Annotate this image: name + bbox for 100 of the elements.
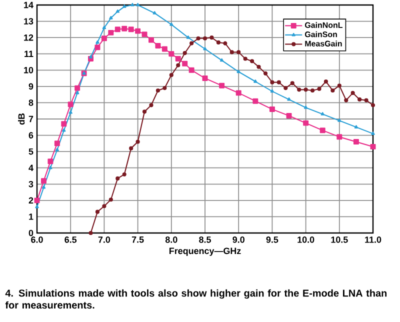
- point: [62, 128, 66, 132]
- point: [354, 125, 358, 128]
- y-tick-label: 12: [24, 34, 34, 41]
- point: [350, 90, 355, 95]
- point: [304, 88, 308, 92]
- point: [252, 98, 258, 104]
- point: [324, 79, 328, 84]
- point: [74, 85, 80, 91]
- x-tick-label: 7.5: [132, 236, 144, 243]
- point: [61, 121, 67, 127]
- point: [75, 90, 80, 94]
- point: [220, 58, 224, 62]
- point: [182, 60, 188, 66]
- point: [216, 40, 220, 44]
- point: [344, 98, 348, 102]
- y-tick-label: 1: [29, 214, 34, 220]
- point: [68, 102, 74, 108]
- point: [330, 88, 335, 93]
- point: [236, 70, 240, 74]
- point: [358, 97, 362, 102]
- point: [250, 59, 254, 64]
- point: [371, 132, 375, 135]
- point: [168, 51, 174, 57]
- x-tick-label: 9.5: [266, 236, 278, 243]
- point: [254, 79, 258, 83]
- point: [284, 86, 288, 90]
- point: [263, 71, 268, 76]
- point: [102, 26, 106, 30]
- point: [116, 176, 120, 180]
- point: [88, 55, 93, 58]
- point: [136, 2, 140, 6]
- y-tick-label: 9: [28, 83, 34, 90]
- point: [129, 146, 134, 150]
- x-axis-title: Frequency—GHz: [169, 248, 241, 256]
- x-tick-label: 10.5: [331, 236, 348, 243]
- point: [269, 106, 275, 112]
- point: [176, 63, 180, 68]
- point: [202, 36, 208, 40]
- point: [95, 210, 100, 214]
- point: [155, 42, 161, 48]
- text: 4. Simulations made with tools also show higher gain for the E-mode LNA than for measurements.: [5, 289, 387, 309]
- point: [236, 90, 242, 96]
- point: [108, 30, 114, 36]
- point: [108, 198, 113, 202]
- point: [34, 198, 40, 204]
- point: [130, 2, 134, 6]
- point: [55, 148, 60, 152]
- y-tick-label: 13: [24, 18, 34, 24]
- point: [270, 80, 274, 84]
- point: [276, 80, 281, 84]
- x-tick-label: 6.5: [64, 236, 77, 243]
- point: [219, 82, 225, 88]
- y-tick-label: 3: [28, 180, 34, 188]
- point: [122, 26, 128, 32]
- point: [88, 230, 93, 236]
- y-tick-label: 6: [28, 132, 34, 138]
- point: [370, 144, 376, 150]
- y-tick-label: 8: [28, 100, 34, 106]
- point: [337, 84, 342, 88]
- point: [116, 9, 120, 13]
- y-tick-label: 10: [24, 66, 34, 74]
- point: [320, 128, 326, 134]
- point: [94, 44, 100, 50]
- point: [68, 110, 72, 114]
- point: [54, 140, 60, 146]
- point: [135, 28, 141, 34]
- point: [114, 26, 120, 32]
- point: [202, 76, 208, 82]
- point: [122, 172, 126, 176]
- point: [162, 46, 168, 52]
- point: [370, 103, 376, 108]
- point: [256, 64, 261, 69]
- point: [109, 16, 113, 20]
- point: [122, 4, 126, 8]
- y-tick-label: 2: [28, 197, 34, 204]
- y-tick-label: 0: [28, 230, 34, 236]
- point: [196, 36, 200, 40]
- point: [317, 86, 322, 91]
- point: [40, 178, 46, 184]
- point: [336, 134, 342, 140]
- x-tick-label: 8.5: [199, 236, 211, 243]
- point: [142, 110, 147, 114]
- point: [286, 113, 292, 118]
- point: [310, 88, 315, 93]
- point: [96, 40, 100, 44]
- point: [320, 112, 324, 116]
- point: [364, 98, 368, 102]
- point: [170, 22, 174, 26]
- point: [230, 50, 234, 54]
- point: [149, 103, 154, 108]
- point: [102, 204, 106, 208]
- y-tick-label: 5: [28, 148, 34, 155]
- y-axis-title: dB: [18, 113, 25, 125]
- y-tick-label: 4: [28, 164, 34, 171]
- point: [188, 67, 194, 73]
- point: [353, 139, 359, 145]
- point: [128, 26, 134, 32]
- x-tick-label: 8.0: [165, 236, 178, 243]
- point: [48, 166, 52, 170]
- point: [35, 204, 39, 208]
